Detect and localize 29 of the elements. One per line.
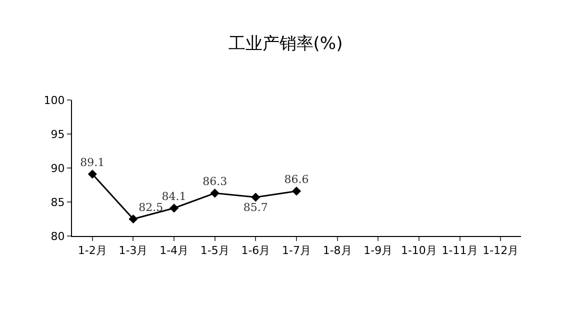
data-label: 85.7 [243,200,268,214]
point [128,214,138,224]
y-tick-label: 100 [44,94,65,107]
x-tick-label: 1-8月 [322,244,352,258]
point [292,186,302,196]
y-tick-label: 80 [50,230,65,243]
x-tick-label: 1-5月 [200,244,230,258]
point [88,170,97,179]
y-tick-label: 85 [50,196,65,209]
y-tick-label: 90 [50,162,65,175]
x-tick-label: 1-4月 [160,244,189,258]
x-tick-label: 1-10月 [400,244,437,258]
data-label: 89.1 [80,156,105,169]
chart-title: 工业产销率(%) [228,34,343,54]
point [251,192,260,202]
x-tick-label: 1-2月 [78,244,107,258]
data-label: 84.1 [162,190,186,203]
x-tick-label: 1-6月 [241,244,270,258]
y-tick-label: 95 [50,128,65,141]
x-tick-label: 1-3月 [118,244,148,258]
data-label: 82.5 [138,200,164,214]
data-label: 86.3 [202,175,228,188]
x-tick-label: 1-7月 [282,244,311,258]
x-tick-label: 1-12月 [482,244,519,258]
point [210,188,220,198]
x-tick-label: 1-9月 [364,244,393,258]
x-tick-label: 1-11月 [442,244,478,258]
data-label: 86.6 [284,172,309,186]
point [170,204,179,213]
